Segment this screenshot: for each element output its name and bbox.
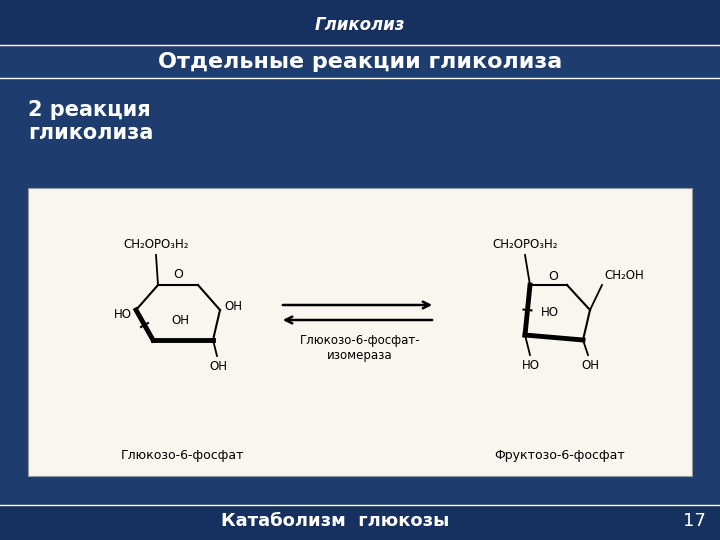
Text: Катаболизм  глюкозы: Катаболизм глюкозы [221,512,449,530]
Text: O: O [549,270,559,283]
Text: Отдельные реакции гликолиза: Отдельные реакции гликолиза [158,52,562,72]
Text: CH₂OH: CH₂OH [604,269,644,282]
Bar [0,0,720,45]
Text: OH: OH [581,359,599,372]
Bar [0,505,720,540]
Text: OH: OH [171,314,189,327]
Bar [28,188,692,476]
Text: O: O [173,268,183,281]
Text: OH: OH [209,360,227,373]
Text: HO: HO [541,307,559,320]
Text: OH: OH [224,300,242,313]
Text: Глюкозо-6-фосфат-
изомераза: Глюкозо-6-фосфат- изомераза [300,334,420,362]
Text: Гликолиз: Гликолиз [315,16,405,34]
Text: 17: 17 [683,512,706,530]
Text: HO: HO [114,308,132,321]
Text: CH₂OPO₃H₂: CH₂OPO₃H₂ [492,238,558,251]
Text: Фруктозо-6-фосфат: Фруктозо-6-фосфат [495,449,626,462]
Text: HO: HO [522,359,540,372]
Text: CH₂OPO₃H₂: CH₂OPO₃H₂ [123,238,189,251]
Text: 2 реакция
гликолиза: 2 реакция гликолиза [28,100,153,143]
Text: Глюкозо-6-фосфат: Глюкозо-6-фосфат [121,449,245,462]
